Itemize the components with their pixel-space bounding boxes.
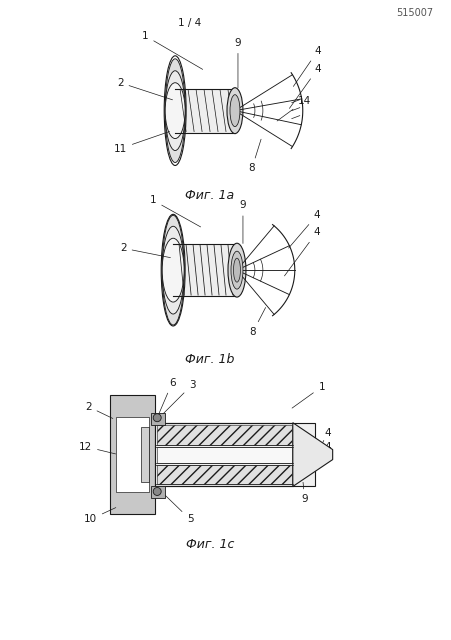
Text: 2: 2 [85, 402, 113, 419]
FancyBboxPatch shape [151, 486, 165, 499]
Text: 11: 11 [114, 131, 169, 154]
Text: 2: 2 [120, 243, 170, 258]
Bar [110, 395, 155, 515]
Text: 9: 9 [301, 483, 308, 504]
Text: 4: 4 [288, 211, 319, 248]
Text: 10: 10 [84, 508, 115, 524]
Text: 9: 9 [234, 38, 241, 88]
Text: 3: 3 [162, 380, 195, 415]
Text: 4: 4 [284, 227, 319, 276]
Ellipse shape [165, 71, 185, 150]
Bar [157, 465, 291, 484]
Circle shape [153, 413, 161, 422]
Text: Фиг. 1a: Фиг. 1a [185, 189, 234, 202]
Bar [155, 422, 314, 486]
Text: 2: 2 [117, 77, 172, 100]
Ellipse shape [230, 95, 239, 127]
Text: 1: 1 [291, 382, 324, 408]
Bar [175, 89, 235, 132]
Ellipse shape [233, 258, 240, 282]
Ellipse shape [162, 227, 184, 314]
Text: 5: 5 [162, 492, 193, 524]
Text: 4: 4 [293, 46, 320, 86]
Bar [157, 425, 291, 445]
Circle shape [153, 488, 161, 495]
Text: 4: 4 [322, 428, 330, 443]
Bar [157, 447, 291, 463]
Bar [173, 244, 236, 296]
Text: 8: 8 [248, 140, 261, 173]
FancyBboxPatch shape [151, 413, 165, 425]
Bar [141, 427, 149, 483]
Text: 1 / 4: 1 / 4 [178, 18, 201, 28]
Text: 8: 8 [249, 307, 265, 337]
Polygon shape [292, 422, 332, 486]
Text: Фиг. 1b: Фиг. 1b [185, 353, 234, 366]
Text: Фиг. 1c: Фиг. 1c [185, 538, 234, 551]
Ellipse shape [165, 83, 185, 138]
Text: 515007: 515007 [395, 8, 432, 18]
Ellipse shape [162, 215, 184, 325]
Text: 1: 1 [142, 31, 202, 69]
Text: 14: 14 [276, 95, 311, 121]
Text: 1: 1 [150, 195, 200, 227]
Text: 12: 12 [78, 442, 115, 454]
Ellipse shape [226, 88, 242, 134]
Bar [116, 417, 149, 492]
Ellipse shape [165, 59, 185, 163]
Text: 4: 4 [321, 442, 330, 464]
Ellipse shape [162, 238, 184, 302]
Text: 4: 4 [289, 64, 320, 108]
Text: 6: 6 [158, 378, 175, 415]
Ellipse shape [227, 243, 245, 297]
Ellipse shape [230, 252, 242, 289]
Text: 9: 9 [239, 200, 246, 243]
